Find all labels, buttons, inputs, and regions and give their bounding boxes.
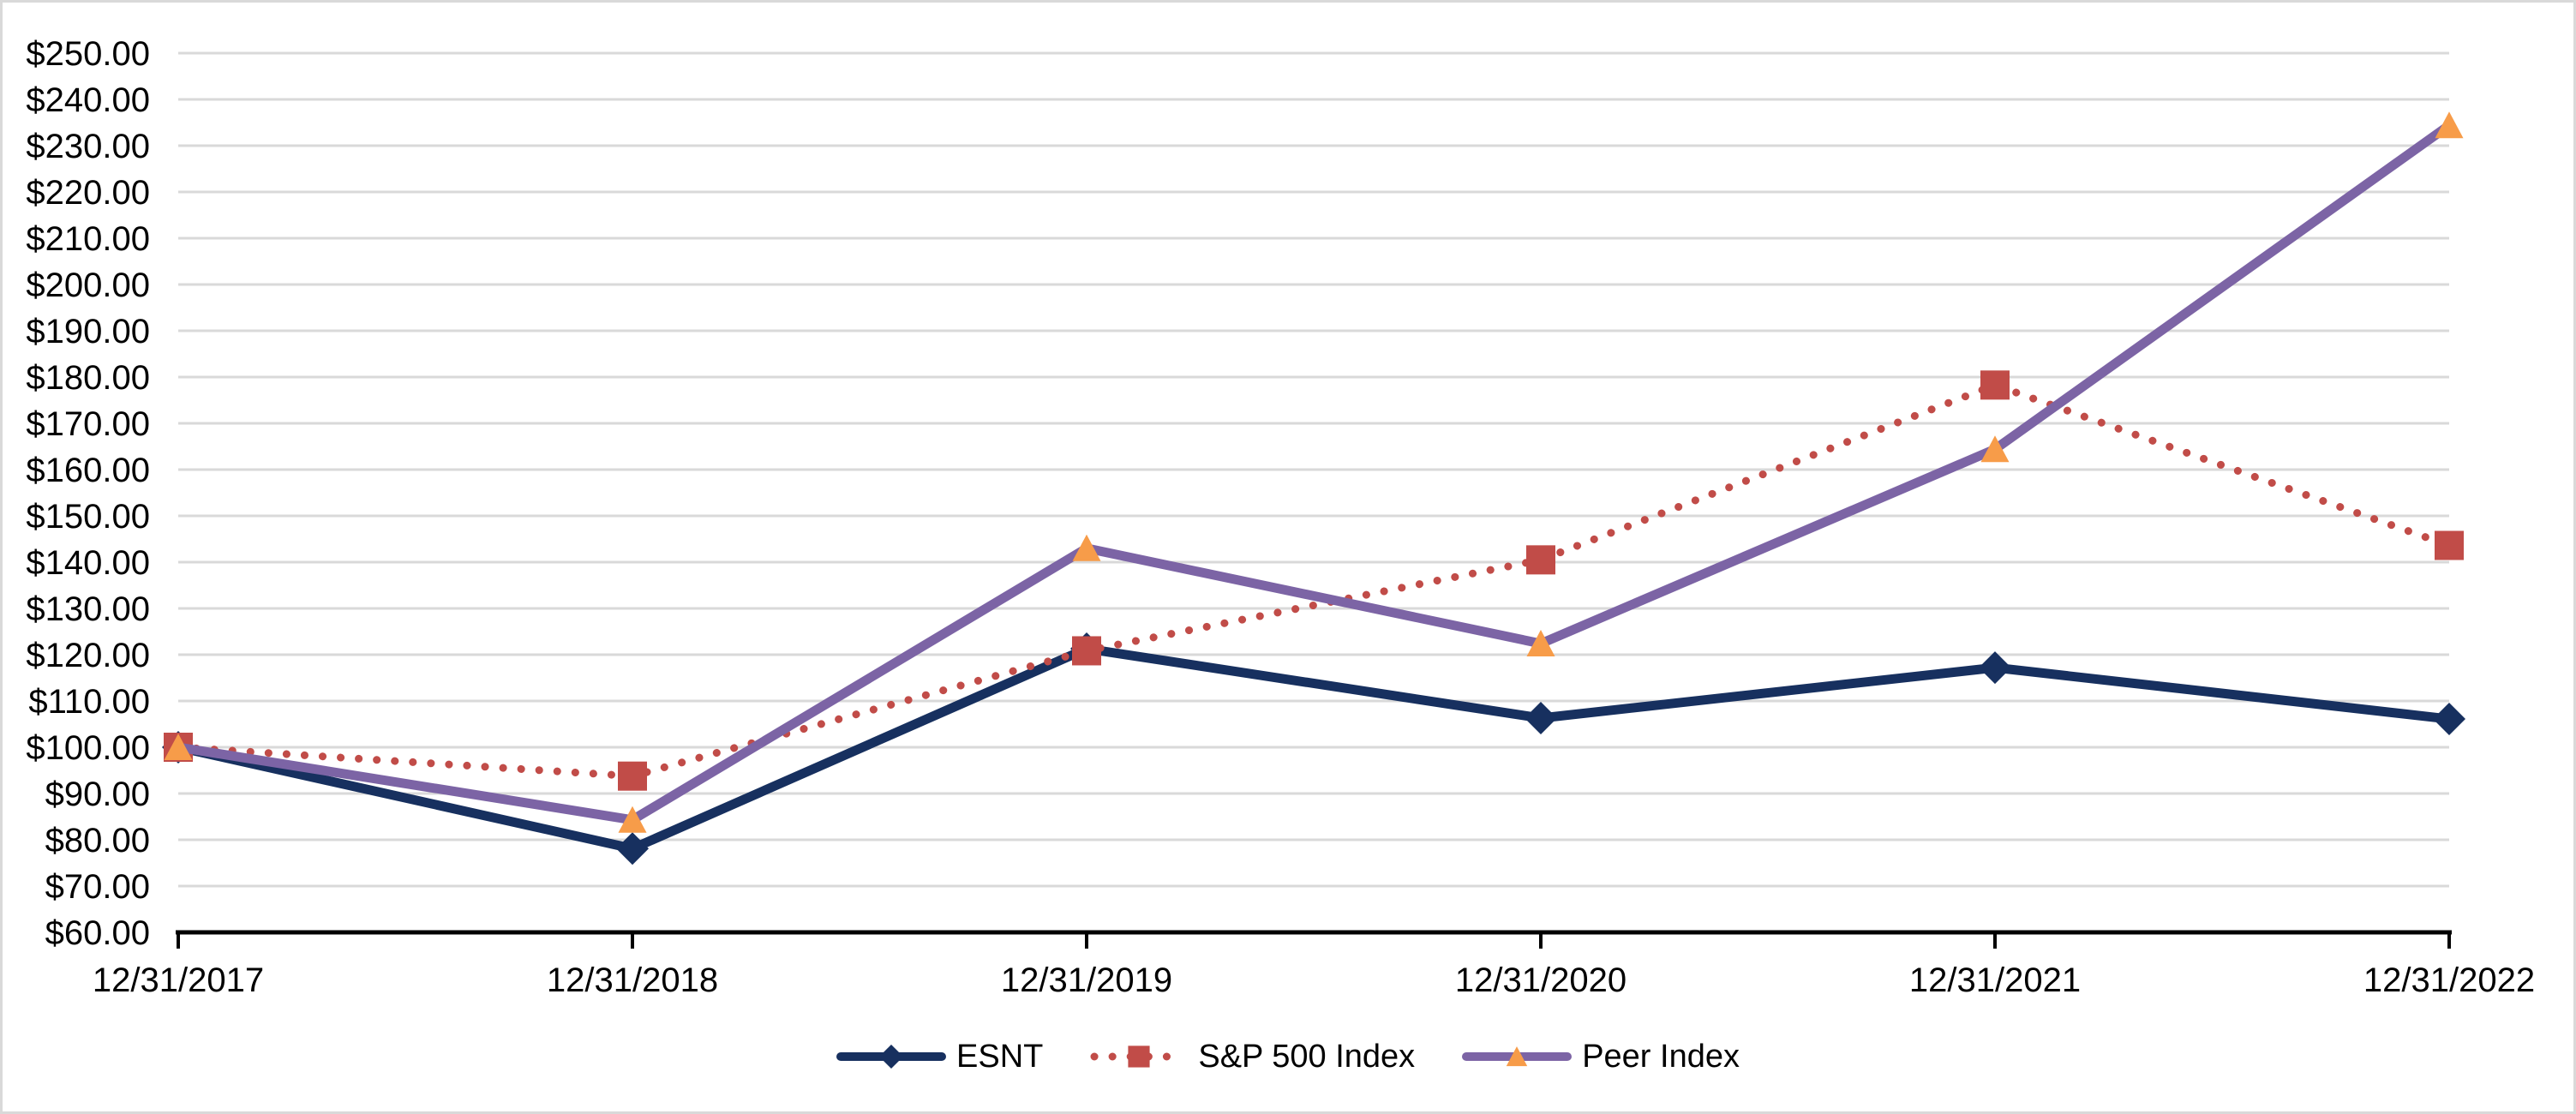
diamond-marker [1525,701,1557,734]
y-axis-label: $150.00 [26,498,150,536]
square-marker [1072,636,1101,666]
y-axis-label: $220.00 [26,174,150,212]
y-axis-label: $140.00 [26,544,150,582]
triangle-marker [164,734,193,760]
y-axis-label: $160.00 [26,452,150,489]
sp500-dotted-line-sample-icon [1090,1045,1188,1068]
y-axis-label: $190.00 [26,313,150,350]
legend-label-peer: Peer Index [1582,1038,1740,1075]
legend-label-esnt: ESNT [956,1038,1044,1075]
esnt-line-sample-icon [836,1044,946,1069]
triangle-marker [1072,534,1101,561]
x-axis-label: 12/31/2017 [93,961,264,999]
y-axis-label: $90.00 [45,776,150,813]
y-axis-label: $110.00 [28,683,150,721]
legend-item-esnt: ESNT [836,1038,1043,1075]
diamond-marker [616,832,649,865]
triangle-marker [618,806,647,833]
y-axis-label: $180.00 [26,359,150,397]
x-axis-label: 12/31/2019 [1001,961,1172,999]
legend-item-peer: Peer Index [1462,1038,1740,1075]
triangle-marker [2435,111,2464,139]
square-marker [2435,530,2464,560]
triangle-marker [1980,435,2010,463]
triangle-marker [1506,1046,1528,1067]
peer-line-sample-icon [1462,1046,1573,1067]
y-axis-label: $210.00 [26,220,150,258]
y-axis-label: $70.00 [45,868,150,906]
series-s-p-500-index [164,370,2464,791]
square-marker [1128,1045,1150,1068]
series-peer-index [164,111,2464,833]
y-axis-label: $80.00 [45,822,150,859]
legend-label-sp500: S&P 500 Index [1198,1038,1416,1075]
triangle-marker [1526,630,1555,657]
square-marker [1980,370,2010,400]
y-axis-label: $60.00 [45,914,150,952]
series-line [173,120,2454,825]
y-axis-label: $200.00 [26,267,150,304]
diamond-marker [1979,651,2011,685]
diamond-marker [2433,703,2465,736]
y-axis-label: $240.00 [26,81,150,119]
series-esnt [162,632,2465,865]
series-line [173,644,2454,853]
square-marker [618,761,647,791]
y-axis-label: $250.00 [26,35,150,73]
diamond-marker [878,1044,904,1069]
y-axis-label: $230.00 [26,128,150,165]
square-marker [1526,545,1555,575]
legend-item-sp500: S&P 500 Index [1090,1038,1415,1075]
x-axis-label: 12/31/2021 [1909,961,2081,999]
y-axis-label: $100.00 [26,729,150,767]
y-axis-label: $120.00 [26,637,150,674]
x-axis-label: 12/31/2020 [1455,961,1626,999]
x-axis-label: 12/31/2022 [2363,961,2535,999]
series-line [174,380,2453,781]
x-axis-label: 12/31/2018 [547,961,718,999]
plot-area: $60.00 $70.00 $80.00 $90.00 $100.00 $110.00 $1… [26,35,2535,999]
y-axis-label: $170.00 [26,405,150,443]
legend: ESNT S&P 500 Index Peer Index [3,1038,2573,1075]
y-axis-label: $130.00 [26,590,150,628]
